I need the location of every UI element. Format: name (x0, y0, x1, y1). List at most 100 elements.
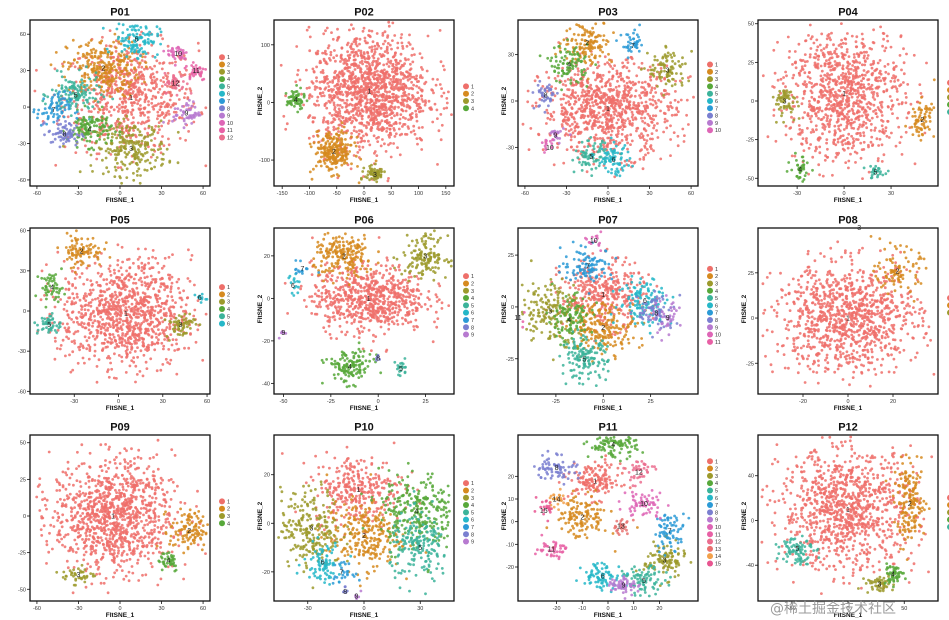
point (348, 56, 351, 60)
point (572, 170, 576, 174)
point (324, 29, 327, 33)
point (440, 94, 444, 98)
point (359, 49, 363, 53)
point (642, 86, 645, 89)
point (599, 91, 603, 94)
point (583, 145, 586, 149)
point (553, 69, 556, 73)
point (443, 68, 446, 72)
point (613, 64, 616, 67)
point (116, 90, 120, 93)
point (332, 137, 335, 141)
point (134, 24, 137, 28)
point (587, 55, 591, 58)
point (305, 86, 309, 90)
point (329, 53, 333, 57)
point (398, 153, 402, 157)
point (358, 66, 362, 70)
point (440, 123, 444, 127)
point (350, 132, 353, 135)
point (340, 154, 344, 158)
point (393, 69, 397, 72)
x-tick-label: -60 (33, 191, 41, 197)
point (359, 157, 363, 161)
point (104, 156, 108, 160)
point (617, 84, 621, 88)
point (669, 124, 672, 128)
point (365, 110, 368, 114)
point (639, 136, 642, 140)
point (36, 112, 40, 116)
point (379, 82, 382, 85)
point (324, 61, 328, 65)
point (131, 108, 135, 112)
point (545, 122, 548, 125)
point (339, 60, 342, 63)
point (96, 104, 99, 108)
point (386, 51, 390, 55)
point (598, 46, 602, 49)
point (620, 152, 624, 155)
point (179, 108, 183, 112)
point (599, 48, 602, 52)
point (642, 127, 646, 131)
point (661, 55, 665, 59)
point (60, 75, 64, 79)
point (570, 145, 573, 149)
point (592, 162, 596, 166)
point (135, 140, 139, 144)
point (104, 121, 108, 125)
point (521, 122, 525, 126)
point (572, 49, 576, 53)
point (649, 144, 653, 147)
point (560, 74, 564, 78)
point (50, 88, 54, 92)
point (169, 105, 173, 109)
point (643, 94, 647, 97)
point (308, 94, 311, 98)
point (610, 124, 614, 128)
point (161, 152, 165, 156)
point (568, 27, 572, 31)
point (576, 94, 580, 98)
point (112, 127, 116, 130)
point (666, 51, 670, 55)
point (316, 151, 319, 155)
point (624, 110, 628, 114)
point (434, 83, 438, 87)
point (595, 88, 599, 92)
point (160, 124, 164, 128)
point (155, 156, 159, 159)
point (331, 81, 334, 84)
point (585, 126, 589, 130)
point (627, 40, 630, 44)
point (601, 74, 605, 77)
point (600, 85, 604, 89)
point (172, 115, 176, 119)
point (127, 142, 131, 145)
point (55, 69, 59, 73)
point (57, 123, 60, 127)
point (360, 121, 364, 125)
point (307, 136, 311, 140)
point (100, 147, 103, 151)
cluster-label: 1 (368, 88, 372, 95)
point (74, 102, 78, 106)
point (381, 127, 385, 130)
point (685, 98, 689, 102)
point (374, 162, 377, 166)
point (342, 80, 346, 83)
x-tick-label: -100 (304, 191, 315, 197)
point (334, 155, 338, 159)
point (54, 89, 58, 93)
point (87, 110, 91, 113)
legend-label: 2 (471, 92, 474, 98)
point (118, 97, 122, 101)
point (343, 110, 347, 114)
point (359, 104, 363, 107)
point (566, 78, 570, 81)
point (136, 61, 140, 65)
point (335, 38, 339, 42)
point (656, 85, 659, 88)
point (593, 121, 597, 124)
